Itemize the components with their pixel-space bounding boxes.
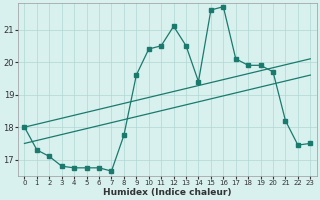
- X-axis label: Humidex (Indice chaleur): Humidex (Indice chaleur): [103, 188, 232, 197]
